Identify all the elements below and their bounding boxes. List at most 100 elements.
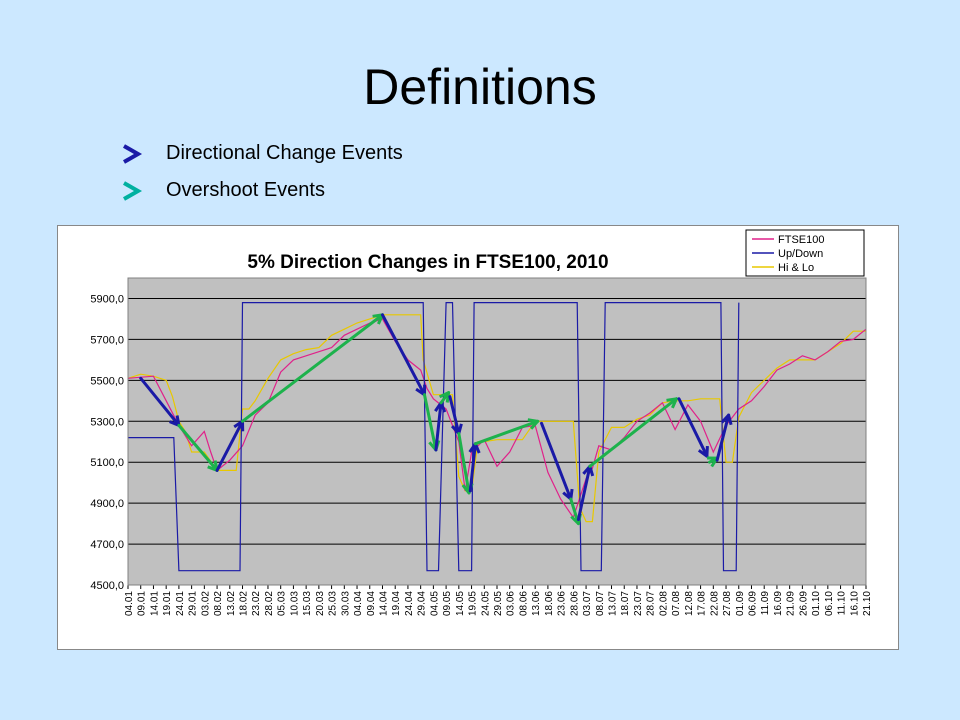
x-tick-label: 17.08 <box>697 591 708 616</box>
chart-title: 5% Direction Changes in FTSE100, 2010 <box>247 252 608 273</box>
x-tick-label: 22.08 <box>709 591 720 616</box>
x-tick-label: 16.09 <box>773 591 784 616</box>
y-tick-label: 5300,0 <box>90 416 124 428</box>
x-tick-label: 29.01 <box>188 591 199 616</box>
x-tick-label: 27.08 <box>722 591 733 616</box>
series-line-up-down <box>128 301 740 572</box>
x-tick-label: 16.10 <box>849 591 860 616</box>
x-tick-label: 03.02 <box>200 591 211 616</box>
x-tick-label: 24.05 <box>480 591 491 616</box>
x-tick-label: 03.06 <box>506 591 517 616</box>
x-tick-label: 14.04 <box>378 591 389 616</box>
ftse-chart: 5% Direction Changes in FTSE100, 2010 450… <box>90 229 873 616</box>
x-tick-label: 23.06 <box>557 591 568 616</box>
os-arrow-head <box>666 397 678 409</box>
x-tick-label: 11.09 <box>760 591 771 616</box>
x-tick-label: 30.03 <box>340 591 351 616</box>
x-tick-label: 02.08 <box>658 591 669 616</box>
x-tick-label: 21.09 <box>786 591 797 616</box>
x-tick-label: 15.03 <box>302 591 313 616</box>
x-tick-label: 08.06 <box>518 591 529 616</box>
plot-area <box>128 278 866 585</box>
legend-overshoot: Overshoot Events <box>60 177 480 207</box>
x-tick-label: 28.07 <box>646 591 657 616</box>
x-tick-label: 25.03 <box>328 591 339 616</box>
legend-entry: Hi & Lo <box>778 262 814 274</box>
dc-arrow <box>434 401 443 452</box>
x-tick-label: 09.05 <box>442 591 453 616</box>
series-line-ftse100 <box>127 318 867 519</box>
x-tick-label: 29.04 <box>417 591 428 616</box>
x-tick-label: 23.07 <box>633 591 644 616</box>
x-tick-label: 01.10 <box>811 591 822 616</box>
y-tick-label: 5700,0 <box>90 334 124 346</box>
x-tick-label: 10.03 <box>289 591 300 616</box>
chart-panel: 5% Direction Changes in FTSE100, 2010 450… <box>57 225 899 650</box>
x-tick-label: 13.07 <box>608 591 619 616</box>
x-tick-label: 01.09 <box>735 591 746 616</box>
x-tick-label: 19.01 <box>162 591 173 616</box>
x-tick-label: 13.06 <box>531 591 542 616</box>
os-arrow-head <box>438 391 451 403</box>
dc-arrow <box>380 313 426 397</box>
x-tick-label: 14.01 <box>149 591 160 616</box>
plot-border <box>127 277 867 586</box>
y-tick-label: 4900,0 <box>90 498 124 510</box>
legend-entry: FTSE100 <box>778 234 824 246</box>
x-tick-label: 06.10 <box>824 591 835 616</box>
dc-arrow <box>139 376 181 427</box>
legend-directional-change: Directional Change Events <box>60 140 480 170</box>
x-tick-label: 26.09 <box>798 591 809 616</box>
os-arrow <box>422 393 438 452</box>
x-tick-label: 07.08 <box>671 591 682 616</box>
y-tick-label: 5100,0 <box>90 457 124 469</box>
os-arrow <box>241 313 384 423</box>
legend-overshoot-label: Overshoot Events <box>166 179 325 201</box>
x-tick-label: 05.03 <box>277 591 288 616</box>
x-tick-label: 04.01 <box>124 591 135 616</box>
series-line-hi-lo <box>127 314 866 523</box>
dc-arrow <box>215 419 245 472</box>
x-tick-label: 21.10 <box>862 591 873 616</box>
dc-arrow <box>448 395 461 436</box>
y-tick-label: 5500,0 <box>90 375 124 387</box>
os-arrow <box>473 419 540 446</box>
x-tick-label: 13.02 <box>226 591 237 616</box>
y-tick-label: 4500,0 <box>90 580 124 592</box>
x-tick-label: 19.05 <box>468 591 479 616</box>
dc-arrow <box>468 442 477 493</box>
x-tick-label: 18.06 <box>544 591 555 616</box>
y-tick-label: 5900,0 <box>90 293 124 305</box>
x-tick-label: 18.07 <box>620 591 631 616</box>
x-tick-label: 03.07 <box>582 591 593 616</box>
x-tick-label: 19.04 <box>391 591 402 616</box>
x-tick-label: 09.01 <box>137 591 148 616</box>
dc-arrow <box>540 421 573 501</box>
os-arrow-head <box>527 418 540 430</box>
dc-arrow <box>576 464 592 522</box>
dc-arrow <box>677 397 709 458</box>
directional-change-arrow-icon <box>64 144 143 164</box>
x-tick-label: 08.02 <box>213 591 224 616</box>
os-arrow <box>457 432 471 495</box>
x-tick-label: 04.04 <box>353 591 364 616</box>
legend-directional-change-label: Directional Change Events <box>166 142 403 164</box>
dc-arrow-head <box>720 413 733 426</box>
x-tick-label: 29.05 <box>493 591 504 616</box>
x-tick-label: 28.06 <box>569 591 580 616</box>
x-tick-label: 08.07 <box>595 591 606 616</box>
x-tick-label: 09.04 <box>366 591 377 616</box>
x-tick-label: 20.03 <box>315 591 326 616</box>
os-arrow <box>177 423 219 472</box>
x-tick-label: 14.05 <box>455 591 466 616</box>
slide-title: Definitions <box>363 59 597 115</box>
x-tick-label: 04.05 <box>429 591 440 616</box>
legend-entry: Up/Down <box>778 248 823 260</box>
x-tick-label: 23.02 <box>251 591 262 616</box>
x-tick-label: 28.02 <box>264 591 275 616</box>
overshoot-arrow-icon <box>64 181 143 201</box>
y-tick-label: 4700,0 <box>90 539 124 551</box>
os-arrow <box>588 397 678 468</box>
dc-arrow-head <box>697 446 709 458</box>
x-tick-label: 06.09 <box>747 591 758 616</box>
